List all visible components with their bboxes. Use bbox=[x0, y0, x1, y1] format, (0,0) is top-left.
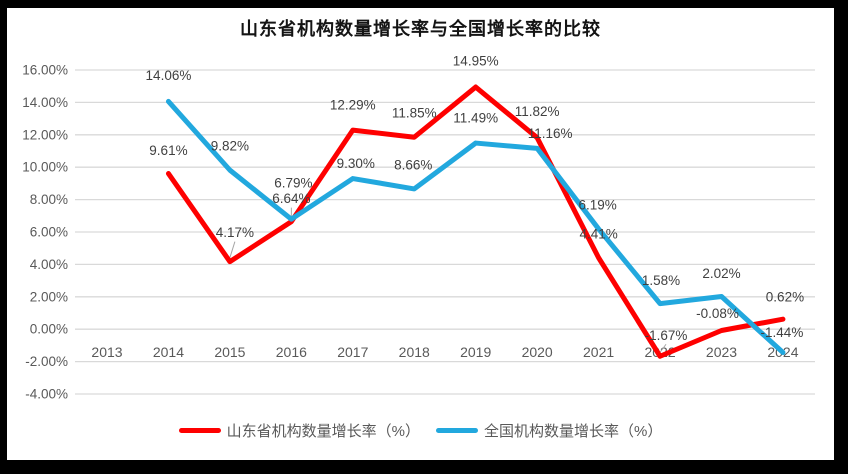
x-axis-tick-label: 2013 bbox=[91, 344, 122, 360]
data-label: 0.62% bbox=[766, 290, 804, 305]
y-axis-tick-label: 6.00% bbox=[30, 225, 68, 240]
x-axis-tick-label: 2015 bbox=[214, 344, 245, 360]
legend-label-national: 全国机构数量增长率（%） bbox=[484, 423, 663, 440]
chart-panel bbox=[7, 8, 834, 460]
data-label: -1.44% bbox=[761, 325, 804, 340]
legend-item-shandong: 山东省机构数量增长率（%） bbox=[178, 420, 420, 441]
data-label: 14.06% bbox=[146, 68, 192, 83]
x-axis-tick-label: 2018 bbox=[399, 344, 430, 360]
data-label: 11.82% bbox=[515, 104, 560, 119]
data-label: 6.19% bbox=[578, 197, 616, 212]
data-label: 4.41% bbox=[579, 226, 617, 241]
data-label: 4.17% bbox=[216, 225, 254, 240]
data-label: 1.58% bbox=[642, 273, 680, 288]
data-label: -1.67% bbox=[645, 328, 688, 343]
data-label: -0.08% bbox=[696, 306, 739, 321]
x-axis-tick-label: 2023 bbox=[706, 344, 737, 360]
x-axis-tick-label: 2019 bbox=[460, 344, 491, 360]
chart-title: 山东省机构数量增长率与全国增长率的比较 bbox=[240, 19, 601, 40]
legend-item-national: 全国机构数量增长率（%） bbox=[436, 420, 662, 441]
data-label: 14.95% bbox=[453, 54, 499, 69]
y-axis-tick-label: -4.00% bbox=[25, 387, 68, 402]
data-label: 9.30% bbox=[337, 156, 375, 171]
data-label: 9.61% bbox=[149, 143, 187, 158]
data-label: 6.64% bbox=[272, 191, 310, 206]
data-label: 8.66% bbox=[394, 157, 432, 172]
x-axis-tick-label: 2014 bbox=[153, 344, 184, 360]
data-label: 6.79% bbox=[274, 176, 312, 191]
label-leader-line bbox=[659, 343, 667, 353]
label-leader-line bbox=[229, 241, 236, 258]
data-label: 9.82% bbox=[211, 139, 249, 154]
y-axis-tick-label: 2.00% bbox=[30, 289, 68, 304]
data-label: 11.85% bbox=[392, 106, 437, 121]
x-axis-tick-label: 2021 bbox=[583, 344, 614, 360]
y-axis-tick-label: 10.00% bbox=[22, 160, 68, 175]
data-label: 12.29% bbox=[330, 98, 376, 113]
y-axis-tick-label: 4.00% bbox=[30, 257, 68, 272]
y-axis-tick-label: 16.00% bbox=[22, 63, 68, 78]
shandong-series-line bbox=[165, 84, 786, 359]
y-axis-tick-label: 12.00% bbox=[22, 127, 68, 142]
national-line-swatch bbox=[436, 428, 478, 433]
x-axis-tick-label: 2020 bbox=[522, 344, 553, 360]
y-axis-tick-label: 0.00% bbox=[30, 322, 68, 337]
y-axis-tick-label: 14.00% bbox=[22, 95, 68, 110]
x-axis-tick-label: 2017 bbox=[337, 344, 368, 360]
data-label: 11.16% bbox=[528, 126, 573, 141]
x-axis-tick-label: 2016 bbox=[276, 344, 307, 360]
y-axis-tick-label: -2.00% bbox=[25, 354, 68, 369]
chart-legend: 山东省机构数量增长率（%） 全国机构数量增长率（%） bbox=[7, 420, 834, 441]
data-label: 11.49% bbox=[453, 111, 498, 126]
national-series-line bbox=[165, 98, 786, 356]
y-axis-tick-label: 8.00% bbox=[30, 192, 68, 207]
shandong-line-swatch bbox=[178, 428, 221, 433]
data-label: 2.02% bbox=[702, 266, 740, 281]
legend-label-shandong: 山东省机构数量增长率（%） bbox=[226, 423, 420, 440]
